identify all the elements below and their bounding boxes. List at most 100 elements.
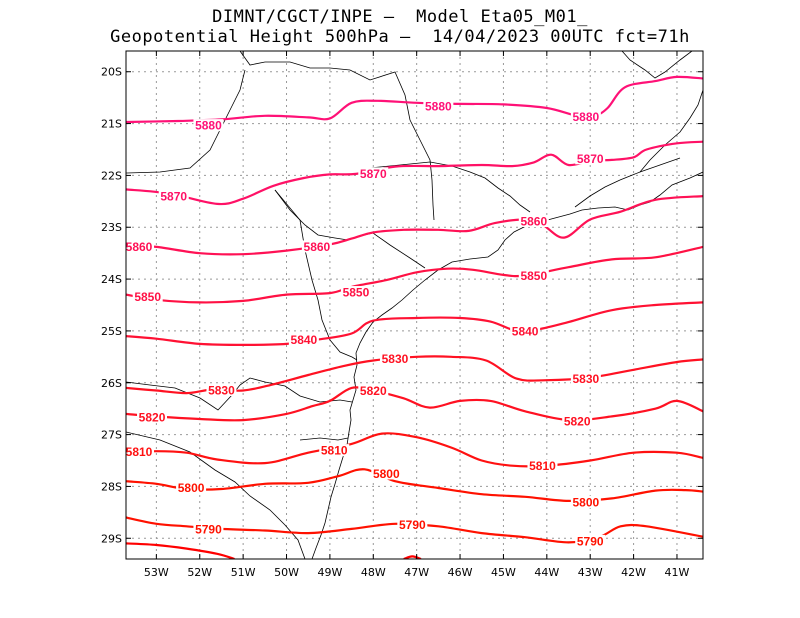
contour-label-bg [193,522,224,535]
contour-label: 5800 [573,495,600,509]
contour-label: 5840 [291,333,318,347]
contour-label-bg [575,534,606,547]
contour-label: 5790 [577,534,604,548]
border-mg-es [639,89,703,173]
contour-5850 [126,245,703,304]
axis-ticks: 53W 52W 51W 50W 49W 48W 47W 46W 45W 44W 43W 42W 41W 2… [101,51,703,579]
contour-label-bg [206,384,237,397]
contour-5800 [126,468,703,503]
lon-tick-label: 51W [231,566,256,579]
contour-5840 [126,301,703,347]
contour-label-bg [570,110,601,123]
lat-tick-label: 29S [101,532,122,545]
border-sc-rs [299,437,349,441]
border-ms-sp [239,51,435,221]
border-ms-pr [126,69,246,174]
contour-5810 [126,432,703,468]
contour-label-bg [193,119,224,132]
contour-label-bg [176,481,207,494]
contour-label: 5860 [126,240,153,254]
contour-label-bg [518,215,549,228]
lon-tick-label: 49W [317,566,342,579]
contour-label: 5790 [195,522,222,536]
plot-frame [125,50,704,560]
contour-label: 5820 [564,415,591,429]
contour-label-bg [570,372,601,385]
lon-tick-label: 42W [621,566,646,579]
contour-label: 5870 [577,152,604,166]
contour-5870 [126,140,703,206]
lat-tick-label: 28S [101,480,122,493]
contour-label: 5810 [529,459,556,473]
border-sp-mg [369,161,531,213]
contour-5860 [126,195,703,256]
contour-label-bg [358,167,389,180]
coastline [311,171,703,559]
contour-label: 5820 [139,410,166,424]
contour-label-bg [527,459,558,472]
contour-label-bg [124,445,155,458]
contour-label-bg [397,518,428,531]
contour-label: 5850 [343,286,370,300]
contour-label: 5800 [373,467,400,481]
contour-label: 5790 [399,518,426,532]
contour-5780 [403,555,422,559]
border-mg-ba [621,51,693,79]
lat-tick-label: 26S [101,377,122,390]
contour-label-bg [340,286,371,299]
contour-label: 5820 [360,384,387,398]
contour-label: 5860 [520,215,547,229]
contour-label-bg [423,99,454,112]
lat-tick-label: 20S [101,66,122,79]
contour-label: 5830 [382,352,409,366]
map-title-line-2: Geopotential Height 500hPa – 14/04/2023 … [110,27,690,47]
contour-label-bg [319,444,350,457]
lon-tick-label: 47W [404,566,429,579]
contour-label-bg [570,495,601,508]
border-pr-sc [329,339,358,361]
contour-label-bg [137,410,168,423]
contour-label: 5860 [304,240,331,254]
lon-tick-label: 50W [274,566,299,579]
contour-label-bg [562,415,593,428]
contour-label: 5830 [208,384,235,398]
contour-label-bg [379,352,410,365]
contour-label-bg [371,467,402,480]
lon-tick-label: 53W [144,566,169,579]
contour-label: 5880 [425,99,452,113]
lon-tick-label: 41W [665,566,690,579]
lat-tick-label: 25S [101,325,122,338]
contour-5780 [126,542,235,559]
contour-label: 5810 [126,445,153,459]
lat-tick-label: 24S [101,273,122,286]
lat-tick-label: 27S [101,429,122,442]
lon-tick-label: 44W [534,566,559,579]
lon-tick-label: 43W [578,566,603,579]
lat-lon-grid [126,51,703,559]
contour-label: 5850 [520,269,547,283]
contour-label-bg [124,240,155,253]
contour-label-bg [301,240,332,253]
contour-label: 5830 [573,372,600,386]
contour-label: 5810 [321,444,348,458]
map-title-line-1: DIMNT/CGCT/INPE – Model Eta05_M01_ [212,7,588,27]
lon-tick-label: 52W [187,566,212,579]
border-mg-rj [574,157,681,208]
contour-labels: 5880 5880 5880 5870 5870 5870 5860 5860 5860 5850… [124,99,606,548]
contour-label-bg [358,384,389,397]
contour-label: 5880 [195,119,222,133]
contour-label: 5840 [512,324,539,338]
contour-label: 5800 [178,481,205,495]
contour-label-bg [288,333,319,346]
contour-label: 5880 [573,110,600,124]
contour-label: 5850 [134,290,161,304]
contour-label: 5870 [160,190,187,204]
contour-5880 [126,75,703,124]
contour-label-bg [158,190,189,203]
contour-5820 [126,386,703,422]
contour-label-bg [132,290,163,303]
border-pr-paraguay [274,189,331,341]
contour-label-bg [575,152,606,165]
lon-tick-label: 46W [448,566,473,579]
